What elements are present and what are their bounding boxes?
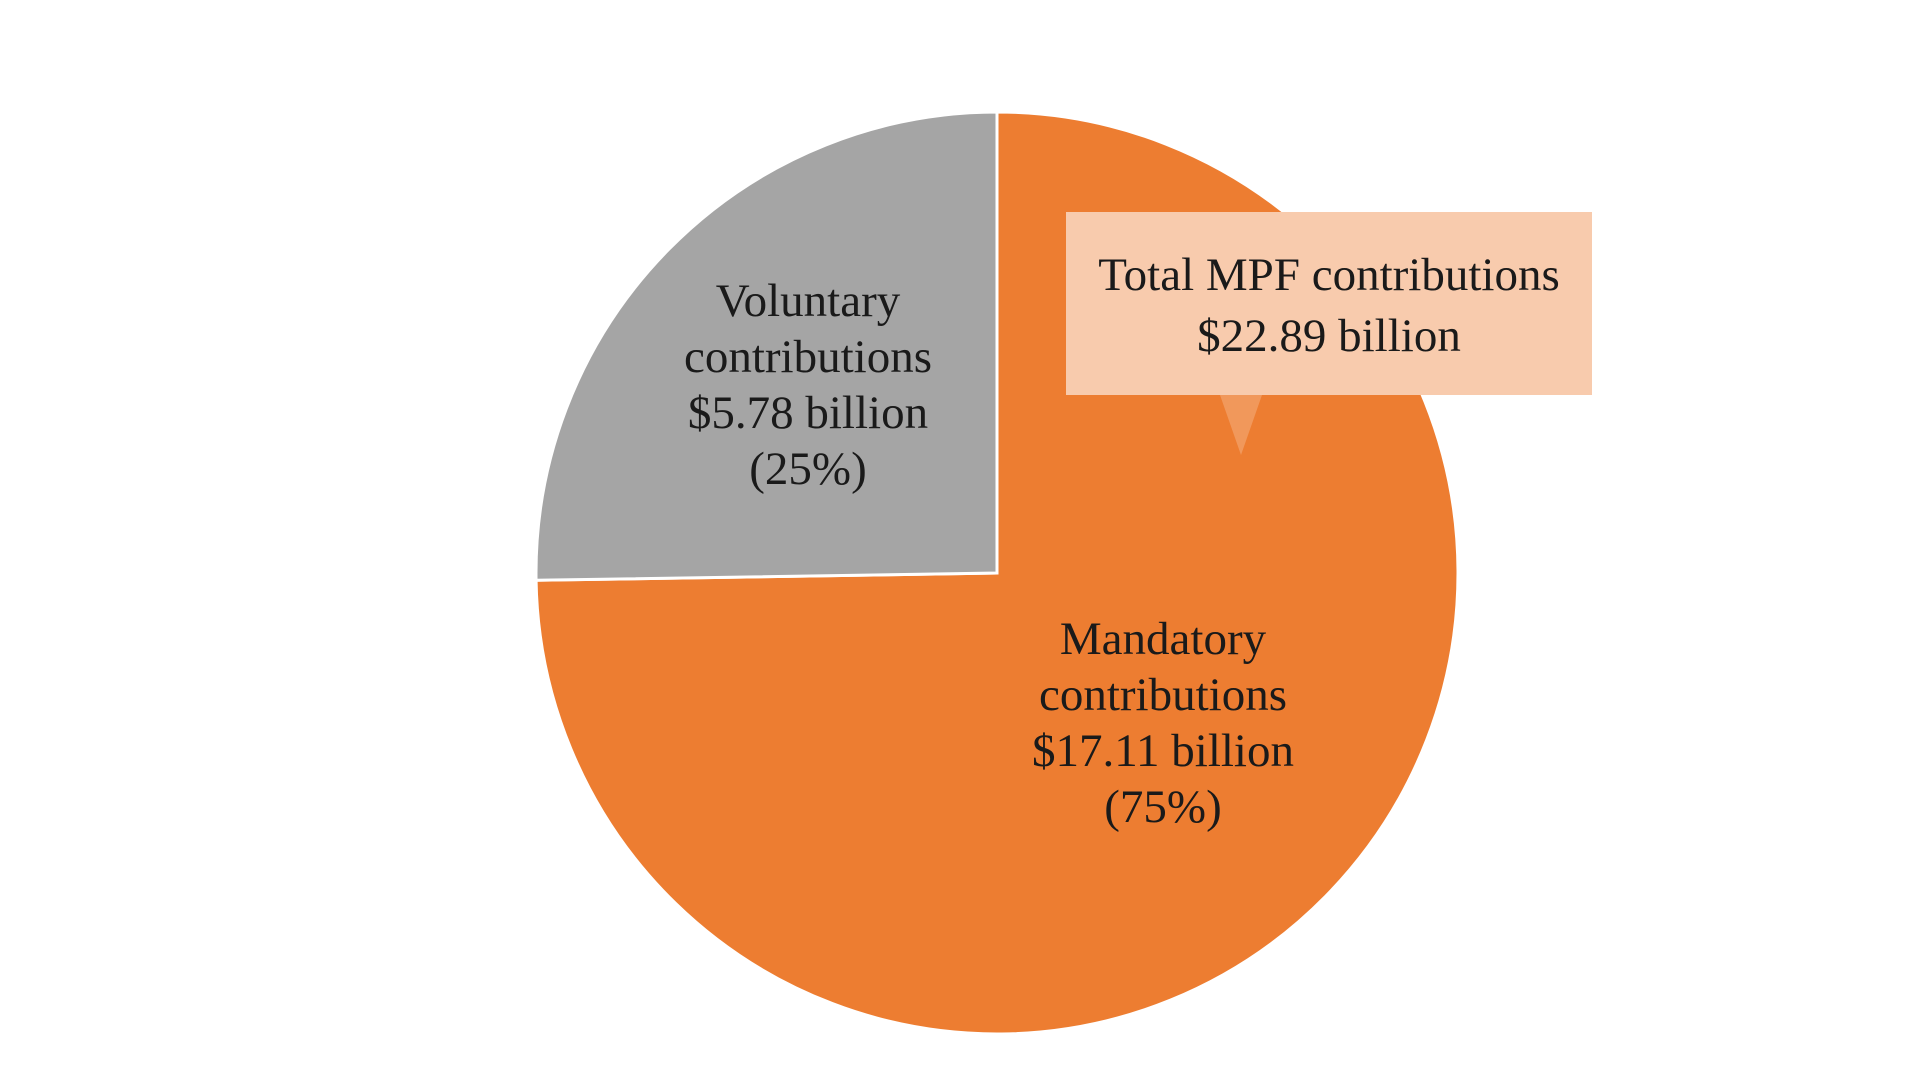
total-callout-box — [1066, 212, 1592, 395]
slice-label-line: (75%) — [1104, 781, 1221, 833]
total-callout-pointer — [1220, 395, 1262, 455]
slice-label-line: Voluntary — [716, 275, 901, 327]
slice-label-line: contributions — [1039, 669, 1287, 721]
slice-label-line: (25%) — [749, 443, 866, 495]
slice-label-line: contributions — [684, 331, 932, 383]
total-callout-value: $22.89 billion — [1197, 310, 1461, 362]
slice-label-line: $17.11 billion — [1032, 725, 1294, 777]
total-callout-label: Total MPF contributions — [1098, 249, 1560, 301]
pie-slice-voluntary-contributions — [534, 110, 999, 582]
total-callout: Total MPF contributions $22.89 billion — [1066, 212, 1592, 455]
slice-label-line: $5.78 billion — [688, 387, 928, 439]
slice-label-line: Mandatory — [1060, 613, 1267, 665]
